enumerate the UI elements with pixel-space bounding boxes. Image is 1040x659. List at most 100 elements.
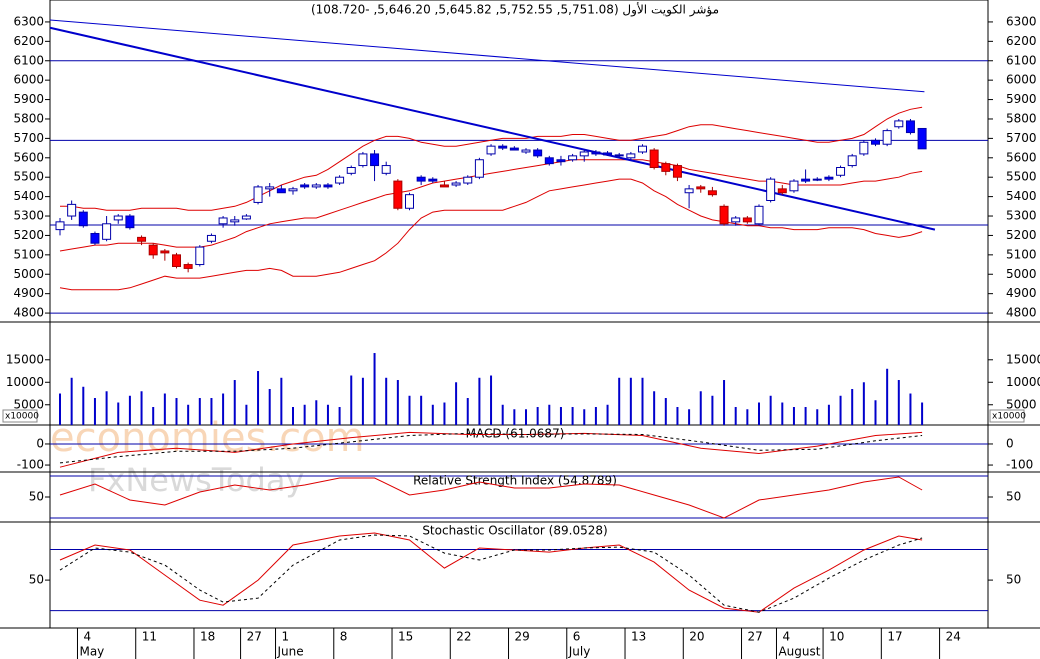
volume-bar	[385, 377, 388, 425]
candle-body	[719, 205, 729, 225]
candle-body	[672, 165, 682, 178]
volume-bar	[431, 404, 434, 425]
volume-bar	[292, 407, 294, 425]
candle-body	[847, 155, 857, 167]
candle-body	[276, 188, 286, 194]
candle-body	[917, 127, 927, 150]
volume-bar	[699, 391, 702, 425]
volume-bar	[769, 395, 772, 425]
volume-bar	[280, 377, 283, 425]
indicator-line	[59, 476, 923, 519]
candle-body	[428, 178, 438, 182]
volume-bar	[128, 395, 131, 425]
y-tick-label: 5700	[1006, 131, 1037, 145]
y-tick-label: 5000	[13, 397, 44, 411]
month-label: June	[277, 645, 304, 659]
y-tick-label: 10000	[6, 375, 44, 389]
volume-bar	[676, 407, 679, 425]
candle-body	[731, 217, 741, 223]
volume-bar	[373, 353, 376, 425]
y-tick-label: 5100	[13, 247, 44, 261]
volume-bar	[827, 404, 830, 425]
candle-body	[789, 180, 799, 192]
candle-body	[370, 153, 380, 167]
unit-label: x10000	[992, 412, 1026, 422]
y-tick-label: 5300	[1006, 209, 1037, 223]
candle-body	[871, 139, 880, 145]
indicator-line	[59, 431, 923, 468]
candle-body	[125, 215, 135, 229]
candle-body	[661, 163, 671, 172]
volume-bar	[711, 395, 714, 425]
x-tick-label: 22	[456, 630, 471, 644]
candle-body	[486, 145, 496, 155]
candle-body	[230, 219, 240, 223]
candle-body	[498, 145, 508, 149]
candle-body	[358, 153, 368, 167]
candle-body	[67, 203, 77, 217]
x-tick-label: 15	[398, 630, 413, 644]
volume-bar	[257, 371, 260, 425]
volume-bar	[629, 377, 632, 425]
volume-bar	[175, 398, 178, 425]
volume-bar	[734, 407, 737, 425]
candle-body	[90, 232, 100, 244]
volume-bar	[222, 393, 225, 425]
volume-bar	[664, 398, 667, 425]
y-tick-label: 5000	[13, 267, 44, 281]
candle-body	[638, 145, 647, 153]
indicator-line	[59, 432, 923, 464]
candle-body	[183, 264, 193, 269]
candle-body	[335, 176, 345, 184]
candle-body	[416, 176, 426, 182]
y-tick-label: 6000	[13, 73, 44, 87]
candle-body	[137, 236, 147, 242]
candle-body	[195, 246, 205, 266]
candle-body	[78, 211, 88, 227]
candle-body	[474, 159, 484, 178]
y-tick-label: 50	[29, 573, 44, 587]
y-tick-label: 6100	[1006, 53, 1037, 67]
y-tick-label: 6100	[13, 53, 44, 67]
candle-body	[626, 153, 636, 159]
y-tick-label: -100	[17, 458, 44, 472]
x-tick-label: 24	[946, 630, 961, 644]
month-label: May	[79, 645, 104, 659]
y-tick-label: 0	[1006, 436, 1014, 450]
volume-bar	[688, 409, 691, 425]
candle-body	[253, 186, 263, 203]
volume-bar	[420, 395, 423, 425]
candle-body	[568, 155, 578, 161]
candle-body	[113, 215, 123, 221]
candle-body	[241, 215, 251, 220]
volume-bar	[536, 407, 539, 425]
volume-bar	[326, 404, 329, 425]
volume-bar	[303, 404, 306, 425]
candle-body	[521, 149, 531, 153]
volume-bar	[105, 391, 108, 425]
x-tick-label: 17	[887, 630, 902, 644]
trendline	[49, 19, 925, 93]
candle-body	[812, 178, 822, 181]
x-tick-label: 29	[515, 630, 530, 644]
volume-bar	[198, 398, 201, 425]
indicator-line	[59, 534, 923, 613]
y-tick-label: 4900	[13, 286, 44, 300]
volume-bar	[839, 395, 842, 425]
candle-body	[882, 130, 892, 145]
x-tick-label: 13	[631, 630, 646, 644]
volume-bar	[606, 404, 609, 425]
candle-body	[393, 180, 403, 209]
panel-title: مؤشر الكويت الأول (5,751.08, 5,752.55, 5…	[311, 2, 719, 18]
candle-body	[300, 184, 310, 188]
candle-body	[405, 194, 414, 209]
volume-bar	[361, 377, 364, 425]
y-tick-label: 5900	[1006, 92, 1037, 106]
volume-bar	[443, 402, 446, 425]
volume-bar	[245, 404, 248, 425]
y-tick-label: 15000	[6, 352, 44, 366]
candle-body	[591, 151, 601, 155]
y-tick-label: -100	[1006, 458, 1033, 472]
